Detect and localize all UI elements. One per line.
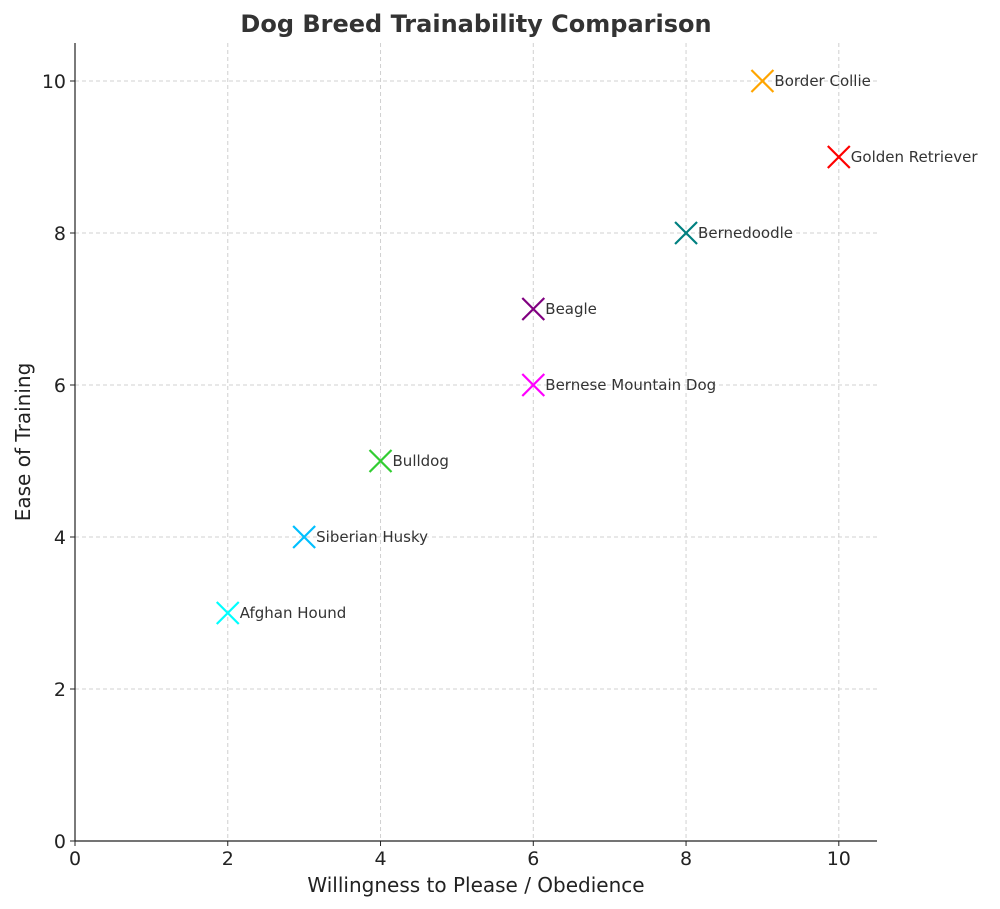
y-tick-label: 2 — [54, 679, 66, 701]
point-label: Beagle — [545, 300, 597, 318]
y-tick-label: 4 — [54, 527, 66, 549]
point-label: Afghan Hound — [240, 604, 347, 622]
y-tick-label: 0 — [54, 831, 66, 853]
x-marker — [674, 221, 698, 245]
data-point: Bernese Mountain Dog — [521, 373, 716, 397]
point-label: Bernese Mountain Dog — [545, 376, 716, 394]
point-label: Golden Retriever — [851, 148, 979, 166]
point-label: Bulldog — [393, 452, 449, 470]
x-tick-label: 2 — [222, 848, 234, 870]
point-label: Siberian Husky — [316, 528, 428, 546]
data-point: Border Collie — [750, 69, 871, 93]
x-tick-label: 0 — [69, 848, 81, 870]
data-points: Border Collie Golden Retriever Bernedoodle… — [215, 69, 979, 625]
x-axis-label: Willingness to Please / Obedience — [307, 873, 644, 897]
axes: 0 2 4 6 8 10 0 2 4 6 8 10 — [42, 43, 877, 870]
x-tick-label: 10 — [827, 848, 851, 870]
chart-title: Dog Breed Trainability Comparison — [240, 10, 711, 38]
data-point: Golden Retriever — [827, 145, 979, 169]
x-tick-label: 6 — [527, 848, 539, 870]
x-marker — [215, 601, 240, 625]
x-marker — [827, 145, 851, 169]
point-label: Bernedoodle — [698, 224, 793, 242]
x-marker — [521, 297, 546, 321]
x-tick-label: 8 — [680, 848, 692, 870]
y-tick-label: 8 — [54, 223, 66, 245]
data-point: Afghan Hound — [215, 601, 347, 625]
x-marker — [521, 373, 546, 397]
x-tick-label: 4 — [374, 848, 386, 870]
x-marker — [750, 69, 775, 93]
point-label: Border Collie — [774, 72, 870, 90]
grid — [74, 43, 877, 842]
y-tick-label: 10 — [42, 71, 66, 93]
y-axis-label: Ease of Training — [11, 363, 35, 522]
y-tick-label: 6 — [54, 375, 66, 397]
x-marker — [292, 525, 316, 549]
data-point: Bulldog — [368, 449, 449, 473]
data-point: Beagle — [521, 297, 597, 321]
data-point: Bernedoodle — [674, 221, 793, 245]
data-point: Siberian Husky — [292, 525, 428, 549]
x-marker — [368, 449, 393, 473]
